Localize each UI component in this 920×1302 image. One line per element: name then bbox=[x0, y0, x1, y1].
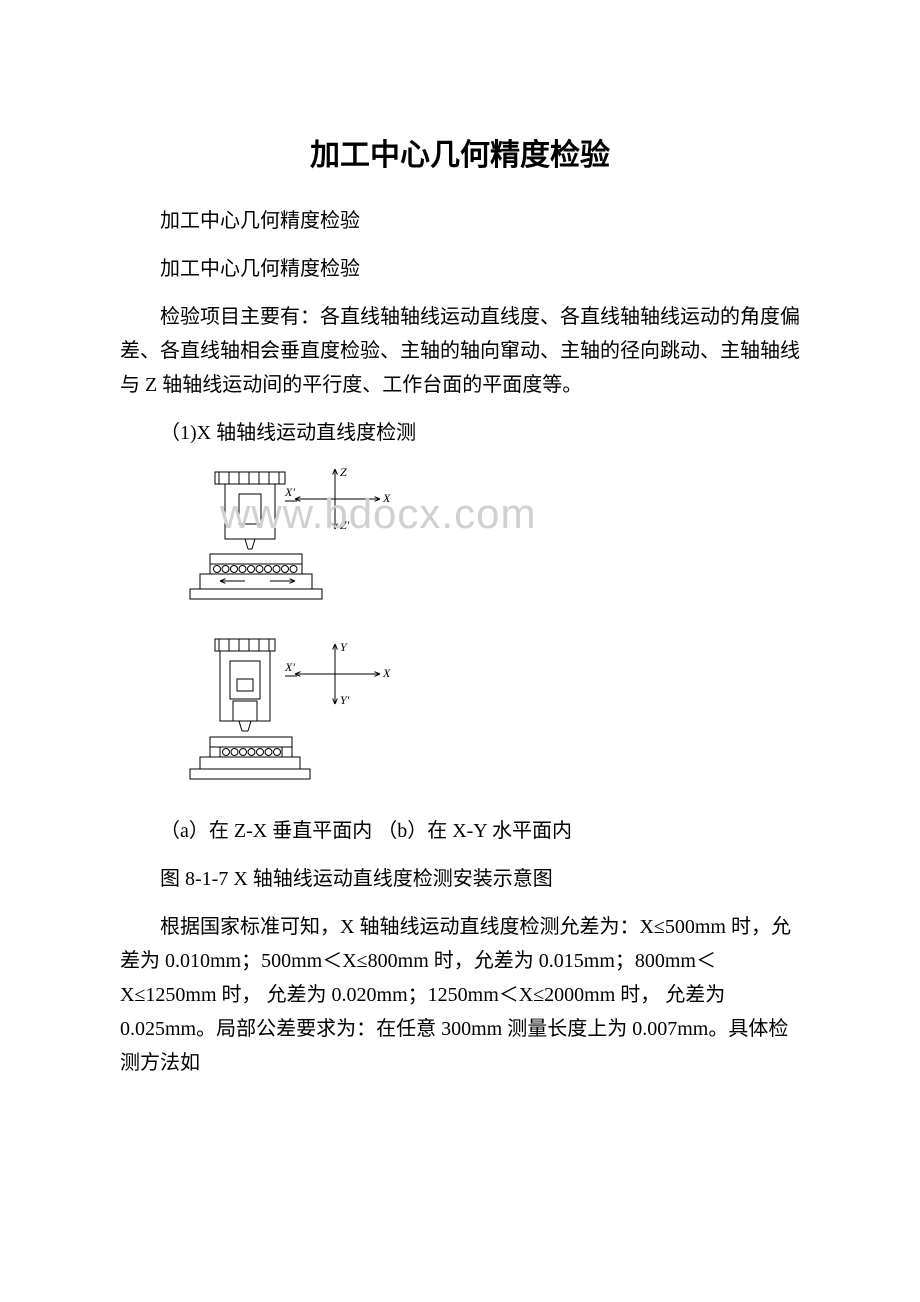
caption-fig: 图 8-1-7 X 轴轴线运动直线度检测安装示意图 bbox=[120, 862, 800, 896]
caption-ab: （a）在 Z-X 垂直平面内 （b）在 X-Y 水平面内 bbox=[120, 814, 800, 848]
diagram-svg: Z X X' Z' Y X X' Y' bbox=[180, 464, 460, 804]
svg-text:X: X bbox=[382, 666, 391, 680]
svg-text:X': X' bbox=[284, 660, 295, 674]
svg-text:Y: Y bbox=[340, 640, 348, 654]
paragraph-2: 加工中心几何精度检验 bbox=[120, 252, 800, 286]
paragraph-3: 检验项目主要有：各直线轴轴线运动直线度、各直线轴轴线运动的角度偏差、各直线轴相会… bbox=[120, 300, 800, 402]
paragraph-1: 加工中心几何精度检验 bbox=[120, 204, 800, 238]
svg-text:X: X bbox=[382, 491, 391, 505]
svg-text:Y': Y' bbox=[340, 693, 350, 707]
paragraph-5: 根据国家标准可知，X 轴轴线运动直线度检测允差为：X≤500mm 时，允差为 0… bbox=[120, 910, 800, 1080]
paragraph-4: （1)X 轴轴线运动直线度检测 bbox=[120, 416, 800, 450]
svg-text:Z': Z' bbox=[340, 518, 350, 532]
diagram-container: Z X X' Z' Y X X' Y' bbox=[180, 464, 800, 804]
page-title: 加工中心几何精度检验 bbox=[120, 130, 800, 174]
svg-text:Z: Z bbox=[340, 465, 347, 479]
svg-text:X': X' bbox=[284, 485, 295, 499]
